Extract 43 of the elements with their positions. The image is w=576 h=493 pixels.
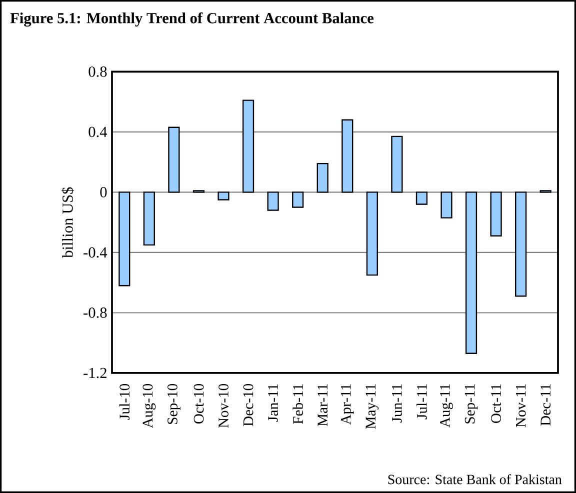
y-tick-label: -1.2	[84, 368, 106, 378]
bar	[465, 192, 478, 354]
x-tick-label: Dec-10	[243, 384, 254, 426]
bar	[267, 192, 279, 211]
bar	[168, 126, 180, 193]
x-tick-label: Nov-10	[218, 384, 228, 428]
source-note: Source: State Bank of Pakistan	[388, 474, 562, 484]
bar	[490, 192, 502, 236]
bar	[118, 192, 130, 286]
x-tick-label: Jun-11	[392, 384, 402, 422]
bar	[292, 192, 304, 208]
x-tick-label: Mar-11	[318, 384, 328, 426]
y-tick-label: -0.4	[84, 247, 108, 258]
y-axis-title: billion US$	[62, 187, 74, 258]
x-tick-label: Aug-11	[440, 384, 453, 428]
y-tick-label: 0.8	[88, 66, 107, 77]
x-tick-label: Jul-10	[119, 384, 130, 420]
x-tick-label: Jan-11	[268, 384, 278, 422]
x-tick-label: Dec-11	[540, 384, 551, 426]
bar	[416, 192, 428, 205]
bar	[440, 192, 452, 218]
x-tick-label: Jul-11	[416, 384, 427, 420]
x-tick-label: May-11	[366, 384, 379, 429]
x-tick-label: Aug-10	[142, 384, 156, 428]
x-tick-label: Nov-11	[516, 384, 526, 428]
bar	[316, 162, 328, 193]
bar	[391, 136, 403, 193]
x-tick-label: Apr-11	[340, 384, 354, 425]
bar	[143, 192, 155, 246]
y-tick-label: 0.4	[88, 126, 108, 138]
x-tick-label: Feb-11	[292, 384, 303, 424]
x-tick-label: Oct-10	[194, 384, 204, 424]
bar	[242, 100, 254, 193]
bar	[515, 192, 527, 297]
x-tick-label: Sep-10	[168, 384, 180, 424]
x-tick-label: Oct-11	[491, 384, 501, 423]
y-tick-label: 0	[100, 187, 107, 198]
bar	[218, 192, 230, 200]
bar	[366, 192, 378, 276]
chart-title: Figure 5.1: Monthly Trend of Current Account Balance	[10, 12, 374, 27]
x-tick-label: Sep-11	[464, 384, 478, 424]
bar	[342, 119, 354, 193]
y-tick-label: -0.8	[84, 308, 107, 318]
